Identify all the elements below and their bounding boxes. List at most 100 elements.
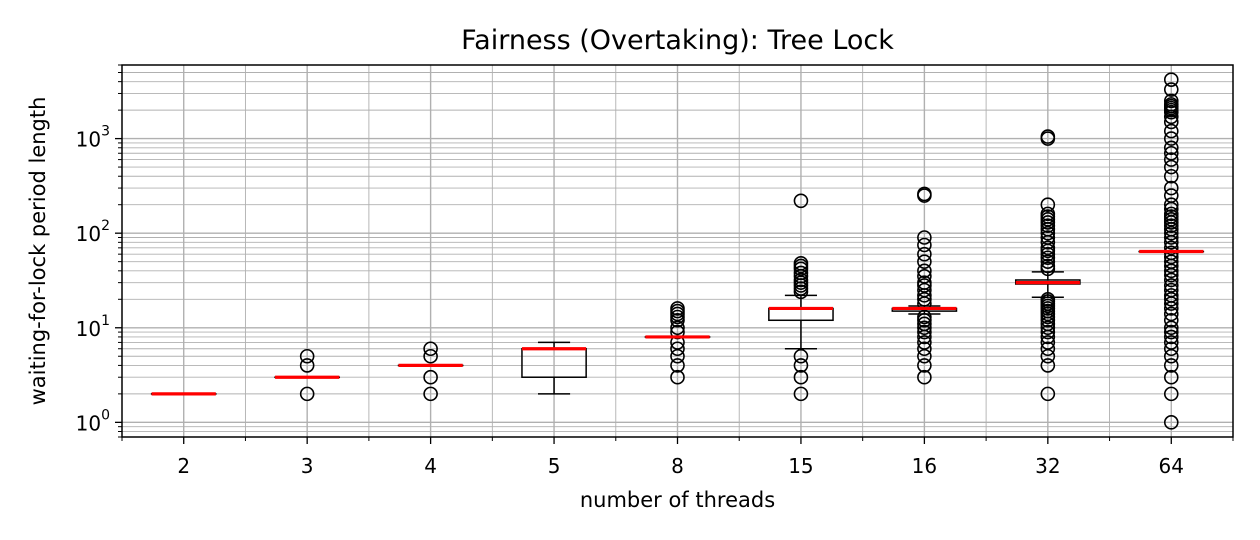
box-3 [274,348,341,402]
outlier-point [917,369,932,385]
outlier-point [1163,335,1179,350]
outlier-point [917,263,932,279]
outlier-point [1040,258,1056,274]
outlier-point [1040,129,1056,144]
outlier-point [1163,72,1179,87]
outlier-point [670,324,685,340]
outlier-point [1163,140,1179,156]
outlier-point [1040,291,1056,307]
outlier-point [423,341,438,357]
x-tick-label: 8 [671,454,684,478]
outlier-point [917,269,932,284]
outlier-point [917,246,932,262]
y-tick-label: 100 [76,407,110,435]
x-tick-label: 3 [301,454,314,478]
grid-lines [121,64,1234,438]
outlier-point [1163,341,1179,357]
y-tick-label: 101 [76,313,110,341]
outlier-point [1163,282,1179,298]
outlier-point [1163,93,1179,109]
outlier-point [793,369,809,385]
outlier-point [299,348,315,364]
axis-ticks: 100 101 102 103 2 3 4 5 8 15 16 32 64 [76,64,1234,478]
outlier-point [1163,145,1179,161]
outlier-point [917,348,932,364]
outlier-point [1163,230,1179,245]
outlier-point [1163,97,1179,112]
outlier-point [917,230,932,245]
outlier-point [1163,82,1179,97]
outlier-point [793,386,809,402]
outlier-point [793,256,809,271]
x-tick-label: 5 [548,454,561,478]
outlier-point [1163,225,1179,241]
outlier-point [299,386,315,402]
box-15 [768,193,834,402]
outlier-point [1163,263,1179,279]
x-tick-label: 15 [788,454,813,478]
outlier-point [1163,168,1179,184]
x-tick-label: 2 [177,454,190,478]
outlier-point [1040,348,1056,364]
outlier-point [1163,312,1179,328]
outlier-point [423,369,438,385]
outlier-point [1040,197,1056,213]
box-8 [644,301,711,385]
y-tick-label: 102 [76,218,110,246]
outlier-point [917,341,932,357]
outlier-point [1163,369,1179,385]
outlier-point [793,272,809,288]
outlier-point [1040,250,1056,266]
outlier-point [1163,254,1179,269]
outlier-point [917,335,932,350]
outlier-point [1163,324,1179,340]
box-5 [521,341,587,395]
x-tick-label: 64 [1159,454,1184,478]
box-series [150,72,1205,430]
outlier-point [917,254,932,269]
outlier-point [670,341,685,357]
outlier-point [1040,341,1056,357]
outlier-point [1163,348,1179,364]
x-tick-label: 4 [424,454,437,478]
x-tick-label: 32 [1035,454,1060,478]
outlier-point [670,301,685,316]
outlier-point [1040,206,1056,222]
outlier-point [1163,329,1179,345]
box-64 [1138,72,1205,430]
outlier-point [917,186,932,202]
outlier-point [1040,230,1056,245]
outlier-point [1163,206,1179,222]
outlier-point [917,282,932,298]
outlier-point [670,358,685,373]
outlier-point [917,324,932,340]
outlier-point [1163,291,1179,307]
outlier-point [423,348,438,364]
outlier-point [670,320,685,336]
outlier-point [670,348,685,364]
outlier-point [1040,320,1056,336]
outlier-point [1040,386,1056,402]
outlier-point [1040,324,1056,340]
outlier-point [917,316,932,332]
box-16 [891,186,958,385]
outlier-point [1040,335,1056,350]
outlier-point [1163,306,1179,322]
outlier-point [793,193,809,209]
outlier-point [917,358,932,373]
outlier-point [1163,415,1179,430]
outlier-point [1163,386,1179,402]
outlier-point [1040,358,1056,373]
x-tick-label: 16 [912,454,937,478]
outlier-point [1163,278,1179,293]
outlier-point [917,291,932,307]
outlier-point [1163,159,1179,175]
outlier-point [1163,180,1179,196]
outlier-point [793,358,809,373]
outlier-point [423,386,438,402]
outlier-point [1163,197,1179,213]
outlier-point [1040,225,1056,241]
x-axis-label: number of threads [580,488,775,512]
outlier-point [1163,131,1179,146]
